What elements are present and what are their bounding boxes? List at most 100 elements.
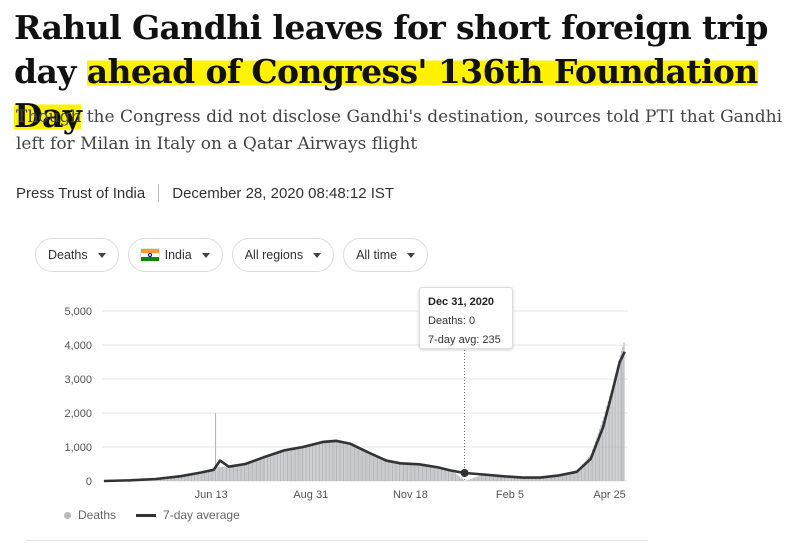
- deaths-bar: [434, 466, 436, 481]
- deaths-bar: [508, 476, 510, 481]
- deaths-bar: [552, 475, 554, 481]
- deaths-bar: [494, 475, 496, 481]
- deaths-bar: [476, 476, 478, 481]
- time-dropdown[interactable]: All time: [343, 238, 429, 272]
- metric-dropdown[interactable]: Deaths: [35, 238, 119, 272]
- deaths-bar: [522, 477, 524, 481]
- deaths-bar: [620, 350, 623, 481]
- country-dropdown-label: India: [164, 248, 192, 262]
- deaths-bar: [612, 385, 614, 481]
- deaths-bar: [382, 458, 384, 481]
- deaths-bar: [331, 439, 333, 481]
- deaths-bar: [214, 413, 217, 481]
- deaths-bar: [371, 452, 373, 481]
- deaths-bar: [299, 446, 301, 481]
- time-dropdown-label: All time: [356, 248, 398, 262]
- deaths-bar: [480, 475, 482, 481]
- deaths-bar: [616, 367, 618, 481]
- deaths-bar: [548, 476, 550, 481]
- deaths-bar: [545, 476, 547, 481]
- deaths-bar: [549, 475, 551, 481]
- deaths-bar: [409, 462, 411, 481]
- deaths-bar: [378, 456, 380, 481]
- deaths-bar: [296, 446, 298, 481]
- deaths-bar: [518, 476, 520, 481]
- subheadline: Though the Congress did not disclose Gan…: [16, 107, 783, 154]
- deaths-bar: [171, 476, 173, 481]
- deaths-bar: [505, 476, 507, 481]
- deaths-bar: [279, 450, 282, 481]
- deaths-bar: [502, 475, 504, 481]
- deaths-bar: [503, 475, 505, 481]
- deaths-bar: [532, 477, 534, 481]
- deaths-bar: [232, 465, 235, 481]
- deaths-bar: [452, 470, 454, 481]
- legend-line-label: 7-day average: [163, 508, 240, 522]
- deaths-bar: [411, 463, 413, 481]
- deaths-bar: [583, 462, 585, 481]
- deaths-bar: [352, 443, 354, 481]
- deaths-bar: [198, 472, 200, 481]
- chevron-down-icon: [201, 252, 210, 258]
- deaths-bar: [333, 439, 335, 481]
- deaths-bar: [189, 474, 191, 481]
- region-dropdown[interactable]: All regions: [231, 238, 335, 272]
- deaths-bar: [375, 454, 377, 481]
- deaths-bar: [439, 467, 441, 481]
- deaths-bar: [320, 440, 322, 481]
- deaths-bar: [223, 466, 225, 481]
- deaths-bar: [245, 463, 247, 481]
- tooltip-date: Dec 31, 2020: [428, 296, 495, 308]
- y-tick-label: 5,000: [64, 306, 92, 318]
- deaths-bar: [178, 476, 180, 481]
- deaths-bar: [201, 472, 203, 481]
- y-tick-label: 0: [86, 476, 92, 488]
- deaths-bar: [533, 477, 535, 481]
- deaths-bar: [416, 463, 418, 481]
- legend-bars-swatch: [64, 511, 71, 519]
- deaths-bar: [176, 476, 178, 481]
- deaths-bar: [293, 447, 295, 481]
- deaths-bar: [393, 461, 395, 481]
- deaths-bar: [307, 444, 309, 481]
- deaths-bar: [600, 424, 602, 481]
- deaths-bar: [269, 453, 271, 481]
- deaths-bar: [349, 442, 351, 481]
- country-dropdown[interactable]: India: [127, 238, 223, 272]
- deaths-bar: [257, 458, 259, 481]
- deaths-bar: [575, 471, 577, 481]
- deaths-bar: [511, 476, 513, 481]
- x-tick-label: Jun 13: [195, 489, 228, 501]
- region-dropdown-label: All regions: [244, 248, 304, 262]
- chevron-down-icon: [97, 252, 106, 258]
- deaths-bar: [594, 441, 596, 481]
- deaths-bar: [372, 453, 375, 481]
- deaths-bar: [291, 447, 293, 481]
- deaths-bar: [256, 458, 258, 481]
- deaths-bar: [609, 396, 611, 481]
- x-tick-label: Apr 25: [593, 489, 625, 501]
- deaths-bar: [570, 472, 572, 481]
- deaths-bar: [509, 476, 511, 481]
- deaths-bar: [209, 471, 211, 481]
- deaths-bar: [247, 462, 250, 481]
- deaths-bar: [363, 449, 365, 481]
- deaths-bar: [396, 461, 398, 481]
- deaths-bar: [443, 468, 445, 481]
- deaths-bar: [454, 473, 456, 481]
- source-link[interactable]: Press Trust of India: [16, 184, 146, 202]
- deaths-bar: [449, 469, 451, 481]
- deaths-bar: [564, 473, 566, 481]
- deaths-bar: [336, 439, 338, 481]
- deaths-bar: [366, 450, 368, 481]
- x-tick-label: Nov 18: [393, 489, 428, 501]
- deaths-bar: [484, 474, 486, 481]
- deaths-bar: [253, 459, 255, 481]
- deaths-bar: [526, 477, 528, 481]
- deaths-bar: [450, 469, 452, 481]
- chevron-down-icon: [313, 252, 322, 258]
- x-tick-label: Aug 31: [293, 489, 328, 501]
- deaths-bar: [374, 454, 376, 481]
- deaths-bar: [338, 439, 340, 481]
